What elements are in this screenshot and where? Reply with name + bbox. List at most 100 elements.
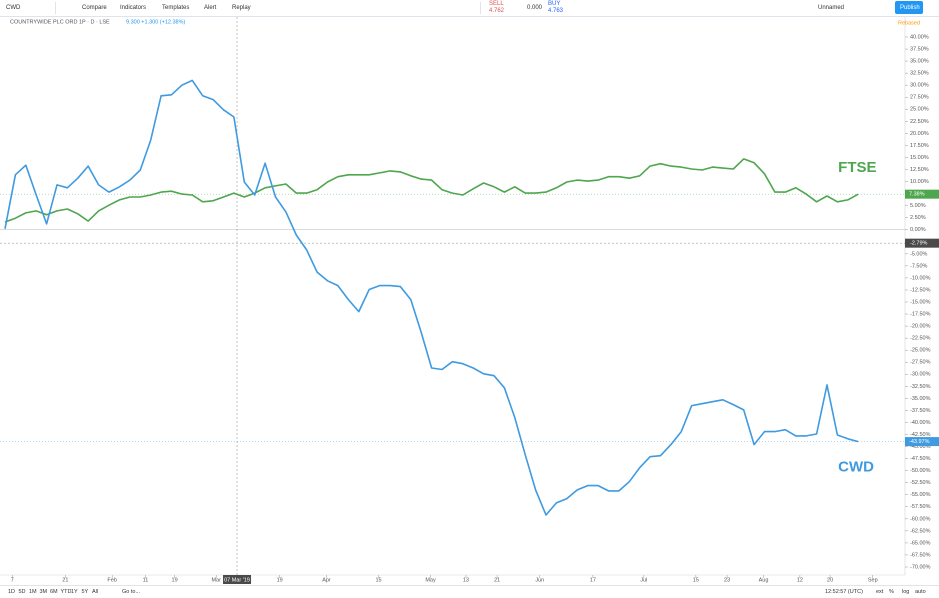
series-line — [4, 79, 859, 516]
range-button[interactable]: 5Y — [81, 589, 89, 595]
x-tick-label: Aug — [759, 577, 769, 583]
y-tick-label: 10.00% — [910, 179, 929, 185]
y-tick-label: -60.00% — [910, 516, 931, 522]
y-tick-label: -40.00% — [910, 420, 931, 426]
last-value-label: 7.38% — [909, 192, 925, 198]
series-name: CWD — [838, 459, 874, 476]
x-tick-label: 15 — [375, 577, 381, 583]
y-tick-label: -5.00% — [910, 251, 928, 257]
scale-option[interactable]: ext — [876, 589, 884, 595]
range-button[interactable]: 3M — [39, 589, 48, 595]
x-tick-label: 23 — [724, 577, 730, 583]
x-tick-label: 19 — [172, 577, 178, 583]
goto-button[interactable]: Go to... — [122, 589, 141, 595]
crosshair-x-tag — [223, 575, 252, 584]
y-tick-label: -35.00% — [910, 396, 931, 402]
x-tick-label: 20 — [827, 577, 833, 583]
scale-option[interactable]: auto — [915, 589, 926, 595]
chart-title: COUNTRYWIDE PLC ORD 1P · D · LSE — [10, 19, 110, 25]
range-button[interactable]: YTD — [60, 589, 72, 595]
scale-option[interactable]: log — [902, 589, 910, 595]
y-tick-label: -65.00% — [910, 540, 931, 546]
y-tick-label: 15.00% — [910, 155, 929, 161]
x-tick-label: May — [425, 577, 436, 583]
layout-name[interactable]: Unnamed — [818, 5, 845, 11]
y-tick-label: -30.00% — [910, 372, 931, 378]
x-tick-label: Feb — [107, 577, 116, 583]
symbol-input[interactable]: CWD — [6, 5, 21, 11]
y-tick-label: -15.00% — [910, 299, 931, 305]
last-value-tag — [905, 189, 939, 199]
clock: 12:52:57 (UTC) — [825, 589, 863, 595]
y-tick-label: -17.50% — [910, 311, 931, 317]
x-tick-label: 21 — [494, 577, 500, 583]
y-tick-label: 35.00% — [910, 59, 929, 65]
y-tick-label: 37.50% — [910, 46, 929, 52]
chart-subtitle: 9.300 +1.300 (+12.38%) — [126, 19, 185, 25]
templates-button[interactable]: Templates — [162, 5, 190, 11]
sell-label[interactable]: SELL — [489, 1, 504, 7]
y-tick-label: -37.50% — [910, 408, 931, 414]
last-value-label: -43.97% — [909, 439, 930, 445]
publish-button[interactable] — [895, 1, 923, 14]
y-tick-label: -45.00% — [910, 444, 931, 450]
buy-price[interactable]: 4.763 — [548, 8, 564, 14]
buy-label[interactable]: BUY — [548, 1, 561, 7]
scale-mode[interactable]: Rebased — [898, 20, 920, 26]
y-tick-label: -50.00% — [910, 468, 931, 474]
sell-price[interactable]: 4.762 — [489, 8, 505, 14]
y-tick-label: 2.50% — [910, 215, 926, 221]
x-tick-label: 19 — [277, 577, 283, 583]
range-button[interactable]: 6M — [50, 589, 58, 595]
x-tick-label: Apr — [322, 577, 331, 583]
y-tick-label: -12.50% — [910, 287, 931, 293]
publish-label[interactable]: Publish — [900, 5, 920, 11]
y-tick-label: -7.50% — [910, 263, 928, 269]
y-tick-label: 12.50% — [910, 167, 929, 173]
toolbar: CWD Compare Indicators Templates Alert R… — [0, 0, 939, 17]
y-tick-label: 30.00% — [910, 83, 929, 89]
series-line — [4, 158, 859, 223]
y-tick-label: -22.50% — [910, 336, 931, 342]
spread: 0.000 — [527, 5, 543, 11]
x-tick-label: Mar — [211, 577, 221, 583]
y-tick-label: 0.00% — [910, 227, 926, 233]
range-button[interactable]: 1M — [29, 589, 37, 595]
y-tick-label: 40.00% — [910, 34, 929, 40]
crosshair-x-label: 07 Mar '19 — [224, 577, 250, 583]
x-tick-label: 21 — [62, 577, 68, 583]
range-button[interactable]: 1Y — [71, 589, 78, 595]
y-tick-label: 5.00% — [910, 203, 926, 209]
x-tick-label: Jun — [535, 577, 544, 583]
crosshair-y-label: -2.79% — [910, 241, 928, 247]
y-tick-label: 25.00% — [910, 107, 929, 113]
y-tick-label: -20.00% — [910, 324, 931, 330]
y-tick-label: -52.50% — [910, 480, 931, 486]
last-value-tag — [905, 437, 939, 447]
x-tick-label: 11 — [143, 577, 149, 583]
crosshair-y-tag — [905, 238, 939, 248]
y-tick-label: 20.00% — [910, 131, 929, 137]
scale-option[interactable]: % — [889, 589, 894, 595]
range-button[interactable]: 5D — [18, 589, 26, 595]
x-tick-label: Sep — [868, 577, 878, 583]
compare-button[interactable]: Compare — [82, 5, 107, 11]
x-tick-label: 13 — [463, 577, 469, 583]
y-tick-label: 32.50% — [910, 71, 929, 77]
y-tick-label: -25.00% — [910, 348, 931, 354]
replay-button[interactable]: Replay — [232, 5, 251, 11]
x-tick-label: 15 — [693, 577, 699, 583]
y-tick-label: -42.50% — [910, 432, 931, 438]
alert-button[interactable]: Alert — [204, 5, 217, 11]
y-tick-label: 27.50% — [910, 95, 929, 101]
indicators-button[interactable]: Indicators — [120, 5, 147, 11]
range-button[interactable]: 1D — [8, 589, 16, 595]
bottom-bar: 1D 5D 1M 3M 6M YTD 1Y 5Y All Go to... 12:52:57 (UT… — [0, 585, 939, 598]
y-tick-label: -27.50% — [910, 360, 931, 366]
y-tick-label: -57.50% — [910, 504, 931, 510]
y-tick-label: 17.50% — [910, 143, 929, 149]
series-name: FTSE — [838, 159, 876, 176]
range-button[interactable]: All — [92, 589, 99, 595]
x-tick-label: Jul — [640, 577, 647, 583]
